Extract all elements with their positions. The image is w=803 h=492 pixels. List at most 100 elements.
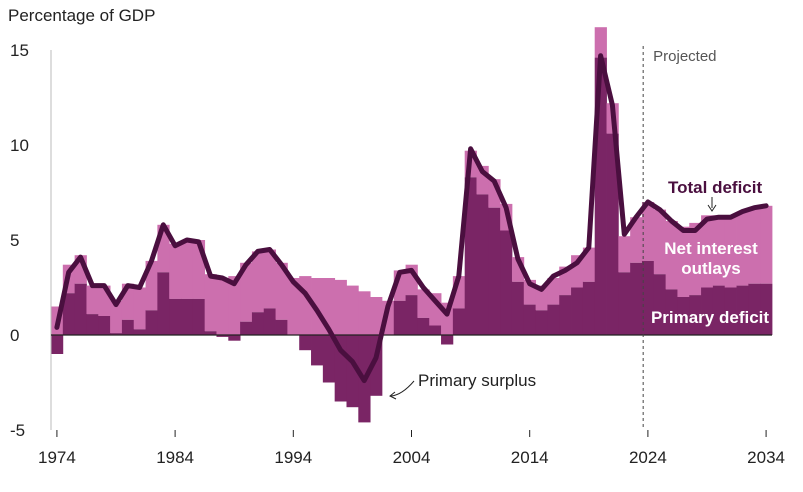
net-interest-bar (216, 278, 229, 335)
primary-deficit-bar (62, 293, 76, 335)
primary-deficit-bar (571, 287, 584, 335)
bars-layer (51, 27, 773, 423)
primary-deficit-bar (216, 335, 229, 337)
primary-deficit-bar (547, 304, 560, 335)
primary-deficit-bar (559, 295, 572, 335)
primary-deficit-bar (476, 194, 489, 335)
net-interest-label-line: outlays (681, 259, 741, 278)
primary-deficit-bar (712, 285, 726, 335)
primary-deficit-label: Primary deficit (651, 308, 769, 327)
primary-deficit-bar (582, 281, 596, 335)
primary-surplus-arrowhead (389, 391, 397, 400)
primary-deficit-bar (169, 298, 182, 335)
x-tick-label: 2004 (393, 448, 431, 467)
primary-deficit-bar (677, 297, 690, 335)
x-tick-label: 1994 (274, 448, 312, 467)
net-interest-bar (86, 285, 99, 315)
primary-deficit-bar (74, 283, 87, 335)
y-tick-label: 15 (10, 41, 29, 60)
net-interest-bar (760, 205, 773, 284)
net-interest-bar (641, 202, 655, 261)
primary-deficit-bar (228, 335, 241, 341)
y-tick-label: 10 (10, 136, 29, 155)
primary-deficit-bar (441, 335, 454, 345)
net-interest-bar (701, 215, 714, 288)
net-interest-bar (181, 240, 194, 299)
net-interest-bar (417, 289, 430, 318)
x-tick-label: 2024 (629, 448, 667, 467)
primary-deficit-bar (618, 272, 631, 335)
net-interest-bar (547, 278, 560, 305)
net-interest-bar (535, 285, 548, 311)
primary-deficit-bar (98, 316, 111, 335)
net-interest-bar (299, 276, 312, 335)
total-deficit-arrowhead (707, 204, 717, 212)
x-tick-label: 1974 (38, 448, 76, 467)
net-interest-bar (263, 249, 276, 309)
primary-deficit-bar (641, 260, 655, 335)
x-tick-label: 2014 (511, 448, 549, 467)
net-interest-bar (748, 207, 761, 284)
primary-deficit-bar (121, 319, 135, 335)
net-interest-bar (287, 278, 300, 335)
net-interest-bar (240, 262, 253, 322)
primary-deficit-bar (535, 310, 548, 335)
total-deficit-label: Total deficit (668, 178, 762, 197)
primary-deficit-bar (311, 335, 324, 366)
net-interest-bar (370, 297, 383, 335)
primary-deficit-bar (86, 314, 99, 335)
primary-deficit-bar (346, 335, 359, 408)
net-interest-label-line: Net interest (664, 239, 758, 258)
primary-deficit-bar (653, 274, 667, 335)
primary-deficit-bar (251, 312, 265, 335)
primary-deficit-bar (523, 304, 537, 335)
primary-deficit-bar (240, 321, 253, 335)
y-tick-label: 5 (10, 231, 19, 250)
net-interest-bar (169, 243, 182, 299)
projection-label: Projected (653, 48, 716, 65)
primary-deficit-bar (500, 230, 513, 335)
primary-deficit-bar (405, 295, 418, 335)
primary-deficit-bar (760, 283, 773, 335)
primary-deficit-bar (464, 177, 477, 335)
primary-deficit-bar (133, 329, 146, 335)
net-interest-bar (653, 209, 667, 275)
x-tick-label: 2034 (747, 448, 785, 467)
label-layer: Total deficit Net interest outlays Primary … (389, 178, 769, 400)
primary-deficit-bar (263, 308, 276, 335)
primary-deficit-bar (322, 335, 336, 383)
net-interest-bar (677, 226, 690, 297)
primary-deficit-bar (299, 335, 312, 351)
net-interest-bar (618, 236, 631, 273)
primary-deficit-bar (275, 319, 288, 335)
primary-deficit-bar (157, 272, 170, 335)
primary-deficit-bar (192, 298, 206, 335)
axis-layer: -5 0 5 10 15 1974 1984 1994 2004 2014 2024 2034 Perc… (8, 6, 785, 467)
net-interest-bar (630, 217, 643, 263)
net-interest-bar (582, 247, 596, 282)
total-deficit-line (54, 53, 769, 384)
primary-deficit-bar (393, 300, 406, 335)
net-interest-bar (275, 262, 288, 320)
primary-deficit-bar (748, 283, 761, 335)
primary-deficit-bar (417, 317, 430, 335)
primary-deficit-bar (724, 287, 737, 335)
primary-deficit-bar (665, 289, 678, 335)
x-tick-label: 1984 (156, 448, 194, 467)
primary-deficit-bar (51, 335, 64, 354)
net-interest-bar (204, 274, 217, 332)
net-interest-bar (665, 221, 678, 290)
y-tick-label: -5 (10, 421, 25, 440)
primary-surplus-label: Primary surplus (418, 371, 536, 390)
primary-deficit-bar (736, 285, 749, 335)
primary-deficit-bar (630, 262, 643, 335)
net-interest-bar (133, 287, 146, 330)
net-interest-bar (110, 300, 123, 334)
net-interest-bar (724, 215, 737, 288)
total-deficit-line-layer (54, 53, 769, 384)
y-tick-label: 0 (10, 326, 19, 345)
primary-deficit-bar (204, 331, 217, 335)
net-interest-bar (346, 285, 359, 335)
